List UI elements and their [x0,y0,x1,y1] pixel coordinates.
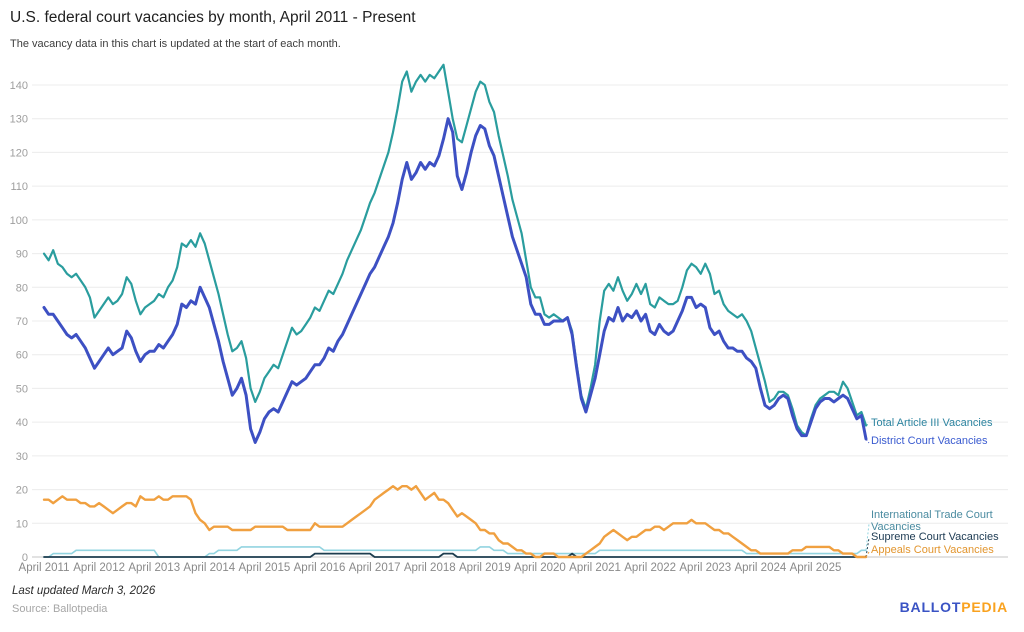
svg-text:0: 0 [22,552,28,564]
logo-ballot: BALLOT [899,599,962,615]
svg-text:April 2017: April 2017 [349,562,401,574]
svg-text:110: 110 [10,181,28,193]
series-label-appeals-court: Appeals Court Vacancies [871,544,994,556]
logo-pedia: PEDIA [961,599,1008,615]
svg-text:80: 80 [16,282,28,294]
svg-text:April 2024: April 2024 [734,562,786,574]
page-subtitle: The vacancy data in this chart is update… [10,38,341,50]
svg-text:April 2016: April 2016 [294,562,346,574]
last-updated-note: Last updated March 3, 2026 [12,585,156,597]
svg-text:April 2012: April 2012 [73,562,125,574]
svg-text:April 2015: April 2015 [239,562,291,574]
series-label-international-trade-court: International Trade Court Vacancies [871,509,993,533]
svg-text:90: 90 [16,249,28,261]
svg-text:April 2025: April 2025 [790,562,842,574]
series-label-total-article-iii: Total Article III Vacancies [871,417,993,429]
svg-text:10: 10 [16,518,28,530]
svg-text:April 2013: April 2013 [128,562,180,574]
source-note: Source: Ballotpedia [12,603,108,615]
svg-text:April 2011: April 2011 [19,562,70,574]
svg-text:April 2019: April 2019 [459,562,511,574]
svg-text:April 2023: April 2023 [679,562,731,574]
svg-text:50: 50 [16,383,28,395]
svg-text:April 2018: April 2018 [404,562,456,574]
ballotpedia-logo: BALLOTPEDIA [900,599,1008,615]
svg-text:20: 20 [16,485,28,497]
svg-text:April 2014: April 2014 [183,562,235,574]
svg-text:70: 70 [16,316,28,328]
svg-text:40: 40 [16,417,28,429]
svg-text:April 2021: April 2021 [569,562,621,574]
svg-text:100: 100 [10,215,28,227]
svg-text:120: 120 [10,147,28,159]
series-label-supreme-court: Supreme Court Vacancies [871,531,999,543]
svg-text:30: 30 [16,451,28,463]
svg-text:April 2022: April 2022 [624,562,676,574]
svg-text:April 2020: April 2020 [514,562,566,574]
page-title: U.S. federal court vacancies by month, A… [10,9,416,26]
series-label-district-court: District Court Vacancies [871,435,988,447]
svg-text:60: 60 [16,350,28,362]
svg-text:140: 140 [10,80,28,92]
svg-text:130: 130 [10,114,28,126]
